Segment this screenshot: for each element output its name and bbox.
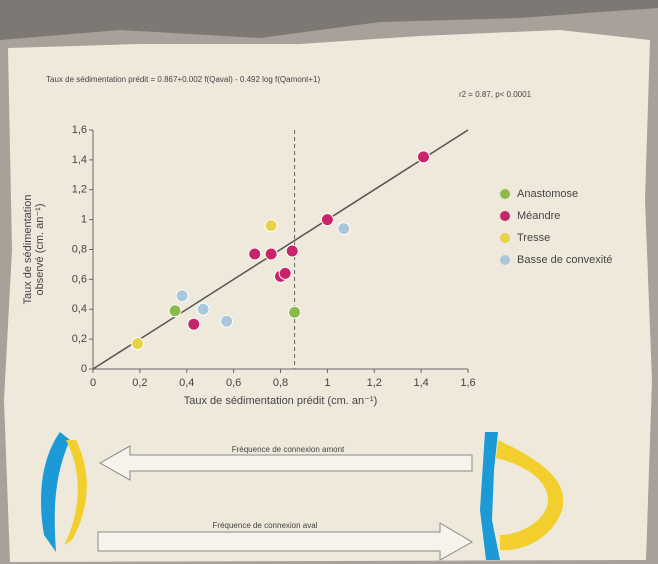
- legend-label: Méandre: [517, 210, 560, 222]
- legend-swatch: [500, 255, 510, 265]
- y-tick-label: 0: [81, 363, 87, 375]
- point: [265, 248, 277, 260]
- y-axis-label: Taux de sédimentation: [22, 194, 34, 304]
- point: [289, 306, 301, 318]
- y-tick-label: 1: [81, 214, 87, 226]
- point: [321, 214, 333, 226]
- point: [188, 318, 200, 330]
- x-tick-label: 1: [324, 377, 330, 389]
- point: [169, 305, 181, 317]
- y-tick-label: 1,4: [72, 154, 87, 166]
- arrow-label: Fréquence de connexion amont: [232, 445, 345, 454]
- point: [338, 223, 350, 235]
- y-tick-label: 1,6: [72, 124, 87, 136]
- y-axis-label: observé (cm. an⁻¹): [34, 204, 46, 296]
- point: [132, 338, 144, 350]
- y-tick-label: 1,2: [72, 184, 87, 196]
- x-axis-label: Taux de sédimentation prédit (cm. an⁻¹): [184, 395, 378, 407]
- x-tick-label: 0,8: [273, 377, 288, 389]
- y-tick-label: 0,6: [72, 273, 87, 285]
- point: [221, 315, 233, 327]
- page: Taux de sédimentation prédit = 0.867+0.0…: [0, 0, 658, 564]
- chart-subtitle: r2 = 0.87, p< 0.0001: [459, 90, 532, 99]
- x-tick-label: 1,2: [367, 377, 382, 389]
- x-tick-label: 0: [90, 377, 96, 389]
- point: [286, 245, 298, 257]
- legend-swatch: [500, 211, 510, 221]
- chart-title: Taux de sédimentation prédit = 0.867+0.0…: [46, 75, 321, 84]
- legend-label: Tresse: [517, 232, 550, 244]
- point: [265, 220, 277, 232]
- x-tick-label: 0,4: [179, 377, 194, 389]
- legend-swatch: [500, 233, 510, 243]
- legend-label: Basse de convexité: [517, 254, 612, 266]
- point: [249, 248, 261, 260]
- x-tick-label: 0,2: [132, 377, 147, 389]
- point: [197, 303, 209, 315]
- x-tick-label: 1,4: [413, 377, 428, 389]
- legend-label: Anastomose: [517, 188, 578, 200]
- y-tick-label: 0,8: [72, 243, 87, 255]
- point: [176, 290, 188, 302]
- point: [417, 151, 429, 163]
- x-tick-label: 1,6: [460, 377, 475, 389]
- arrow-label: Fréquence de connexion aval: [213, 521, 318, 530]
- y-tick-label: 0,4: [72, 303, 87, 315]
- x-tick-label: 0,6: [226, 377, 241, 389]
- y-tick-label: 0,2: [72, 333, 87, 345]
- point: [279, 267, 291, 279]
- legend-swatch: [500, 189, 510, 199]
